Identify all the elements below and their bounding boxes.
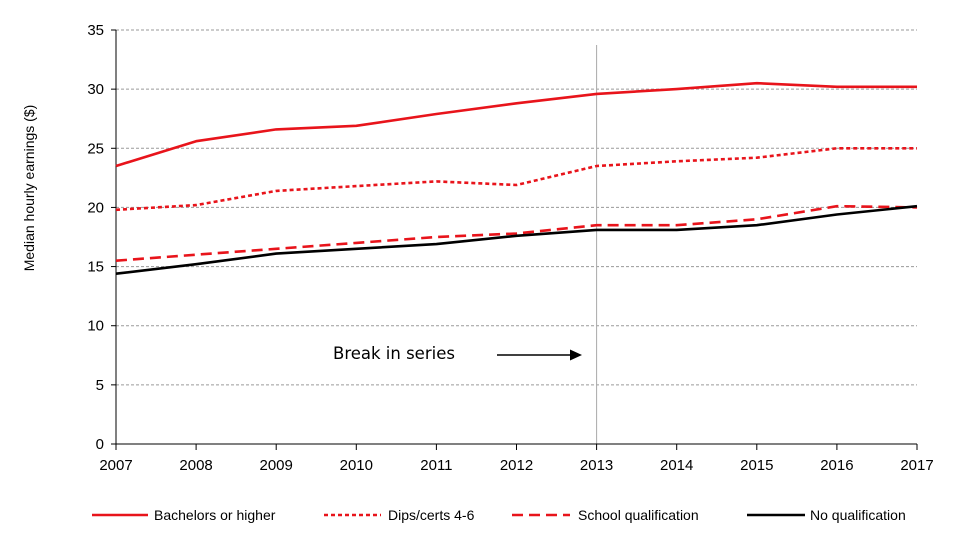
x-tick-label: 2017 [900, 457, 933, 474]
legend-label: No qualification [810, 507, 906, 523]
x-tick-label: 2008 [179, 457, 212, 474]
x-tick-label: 2010 [340, 457, 373, 474]
y-axis-label: Median hourly earnings ($) [21, 105, 37, 272]
series-line-school-qualification [115, 204, 918, 262]
x-tick-label: 2012 [500, 457, 533, 474]
x-tick-label: 2009 [260, 457, 293, 474]
y-tick-label: 35 [87, 22, 104, 39]
x-tick-label: 2013 [580, 457, 613, 474]
arrow-right-icon [570, 349, 582, 361]
y-tick-label: 25 [87, 140, 104, 157]
y-tick-label: 30 [87, 81, 104, 98]
y-tick-label: 5 [96, 377, 104, 394]
y-tick-label: 20 [87, 199, 104, 216]
annotation-text: Break in series [333, 344, 455, 363]
legend: Bachelors or higher Dips/certs 4-6 School … [92, 507, 906, 523]
x-tick-label: 2015 [740, 457, 773, 474]
x-tick-label: 2011 [420, 457, 452, 474]
gridlines [116, 29, 917, 386]
legend-label: School qualification [578, 507, 699, 523]
series-line-bachelors-or-higher [115, 81, 917, 168]
x-axis-tick-labels: 2007 2008 2009 2010 2011 2012 2013 2014 2015 2016… [99, 457, 933, 474]
break-annotation: Break in series [333, 344, 582, 363]
x-tick-label: 2007 [99, 457, 132, 474]
legend-label: Dips/certs 4-6 [388, 507, 475, 523]
x-tick-label: 2014 [660, 457, 693, 474]
y-tick-label: 10 [87, 318, 104, 335]
y-tick-label: 0 [96, 436, 104, 453]
axes [111, 29, 918, 450]
x-tick-label: 2016 [820, 457, 853, 474]
series-lines [115, 81, 918, 275]
y-axis-tick-labels: 0 5 10 15 20 25 30 35 [87, 22, 104, 453]
series-line-dips-certs-4-6 [115, 147, 917, 212]
series-line-no-qualification [115, 204, 918, 275]
y-tick-label: 15 [87, 259, 104, 276]
legend-label: Bachelors or higher [154, 507, 276, 523]
